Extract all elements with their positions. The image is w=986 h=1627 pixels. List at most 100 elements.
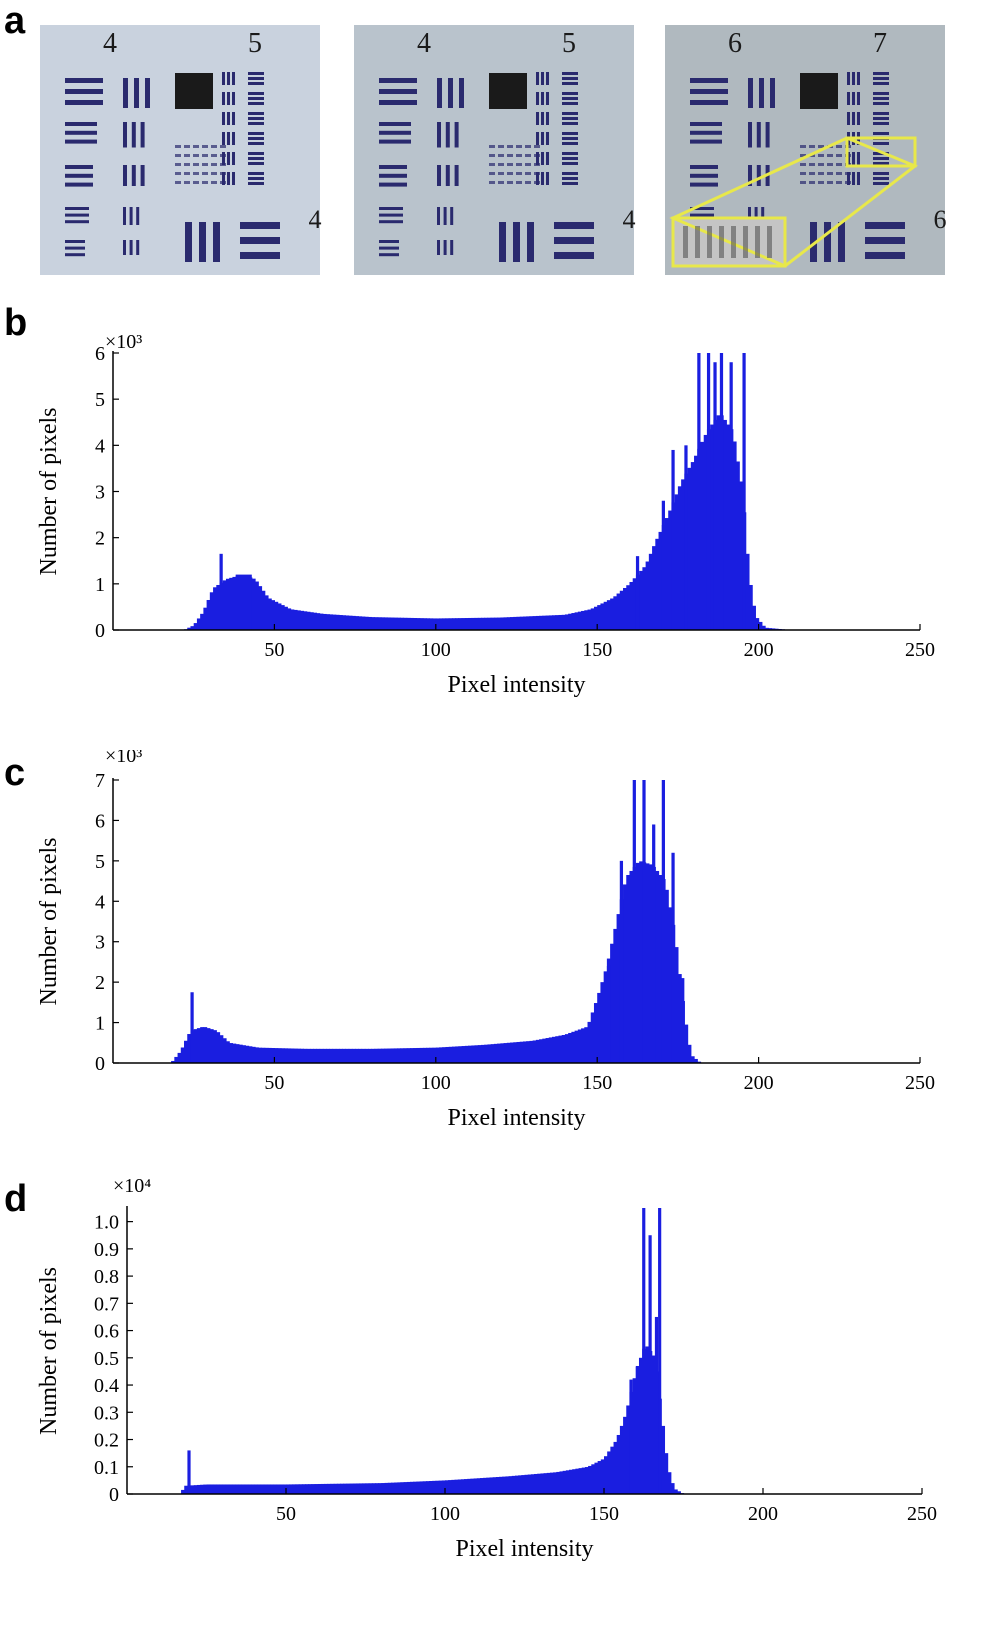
- histogram-bar: [460, 1479, 465, 1494]
- group-number-side: 4: [623, 205, 636, 234]
- y-axis-title: Number of pixels: [36, 838, 62, 1006]
- histogram-bar: [519, 1041, 524, 1063]
- histogram-bars: [184, 353, 792, 630]
- histogram-bar: [677, 486, 682, 630]
- histogram-bar: [303, 611, 308, 630]
- target-bar: [248, 72, 264, 75]
- histogram-bars: [171, 780, 702, 1063]
- target-bar: [525, 145, 531, 148]
- histogram-bar: [726, 424, 731, 630]
- target-bar: [379, 246, 399, 250]
- target-bar: [836, 181, 842, 184]
- histogram-bar: [377, 1048, 382, 1063]
- histogram-bar: [212, 1484, 217, 1494]
- target-bar: [690, 100, 728, 105]
- histogram-bar: [364, 1048, 369, 1063]
- histogram-bar: [493, 1043, 498, 1063]
- histogram-bar: [390, 617, 395, 630]
- histogram-bar: [597, 1461, 602, 1494]
- histogram-bar: [588, 1465, 592, 1494]
- histogram-bar: [222, 1038, 227, 1063]
- histogram-bar: [559, 1471, 564, 1494]
- target-bar: [248, 142, 264, 145]
- histogram-bar: [674, 947, 679, 1063]
- x-tick-label: 50: [264, 639, 284, 661]
- target-bar: [248, 137, 264, 140]
- histogram-bar: [316, 613, 321, 630]
- histogram-bar: [558, 614, 563, 630]
- target-bar: [379, 100, 417, 105]
- target-bar: [248, 112, 264, 115]
- target-bar: [873, 157, 889, 160]
- histogram-bar: [251, 1484, 255, 1494]
- histogram-bar: [546, 1472, 551, 1494]
- histogram-bar: [565, 1470, 570, 1494]
- histogram-bar: [284, 606, 288, 630]
- histogram-bar: [300, 1048, 305, 1063]
- histogram-bar: [549, 1472, 554, 1494]
- histogram-bar: [505, 1476, 510, 1494]
- histogram-bar: [319, 613, 324, 630]
- y-axis-title: Number of pixels: [36, 1267, 62, 1435]
- histogram-bar: [610, 943, 614, 1063]
- histogram-bar: [345, 1048, 350, 1063]
- histogram-bar: [286, 1484, 290, 1494]
- target-square: [489, 73, 527, 109]
- histogram-bar: [480, 1044, 485, 1063]
- y-axis-title: Number of pixels: [36, 408, 62, 576]
- histogram-bar: [200, 1027, 204, 1063]
- target-bar: [175, 163, 181, 166]
- histogram-bar: [645, 863, 650, 1063]
- target-bar: [489, 163, 495, 166]
- target-bar: [562, 102, 578, 105]
- histogram-bar: [355, 1483, 360, 1494]
- histogram-bar: [284, 1048, 288, 1063]
- histogram-bar: [196, 1484, 201, 1494]
- target-bar: [873, 77, 889, 80]
- histogram-bar: [287, 608, 292, 630]
- target-bar: [202, 181, 208, 184]
- histogram-bar: [445, 618, 450, 630]
- group-number-right: 5: [248, 28, 262, 59]
- histogram-bar: [519, 616, 524, 630]
- histogram-bar: [403, 617, 408, 630]
- target-bar: [534, 163, 540, 166]
- target-bar: [800, 172, 806, 175]
- target-bar: [65, 240, 85, 243]
- target-bar: [809, 145, 815, 148]
- target-bar: [65, 182, 93, 187]
- histogram-bar: [572, 1469, 576, 1494]
- target-bar: [134, 78, 139, 108]
- histogram-bar: [362, 1483, 367, 1494]
- histogram-bar: [258, 1047, 263, 1063]
- histogram-bar: [510, 1042, 514, 1063]
- target-bar: [222, 132, 225, 145]
- target-bar: [818, 163, 824, 166]
- histogram-bar: [690, 462, 695, 630]
- histogram-bar: [694, 1058, 698, 1063]
- histogram-bar: [371, 617, 376, 630]
- target-bar: [220, 181, 226, 184]
- target-bar: [873, 162, 889, 165]
- x-axis-title: Pixel intensity: [456, 1536, 594, 1562]
- target-bar: [562, 82, 578, 85]
- histogram-bar: [193, 1029, 198, 1063]
- y-tick-label: 2: [95, 528, 105, 550]
- target-bar: [222, 72, 225, 85]
- target-bar: [220, 172, 226, 175]
- target-bar: [857, 112, 860, 125]
- histogram-bar: [435, 1047, 440, 1063]
- histogram-bar: [435, 618, 440, 630]
- histogram-bar: [387, 617, 392, 630]
- histogram-bar: [495, 1477, 500, 1494]
- histogram-bar: [429, 618, 434, 630]
- target-bar: [865, 252, 905, 259]
- histogram-bar: [765, 627, 769, 630]
- target-image-background: [40, 25, 320, 275]
- target-bar: [845, 181, 851, 184]
- histogram-bar: [316, 1048, 321, 1063]
- histogram-bar: [292, 1484, 297, 1494]
- y-tick-label: 4: [95, 435, 105, 457]
- target-bar: [222, 92, 225, 105]
- histogram-bar: [677, 974, 682, 1063]
